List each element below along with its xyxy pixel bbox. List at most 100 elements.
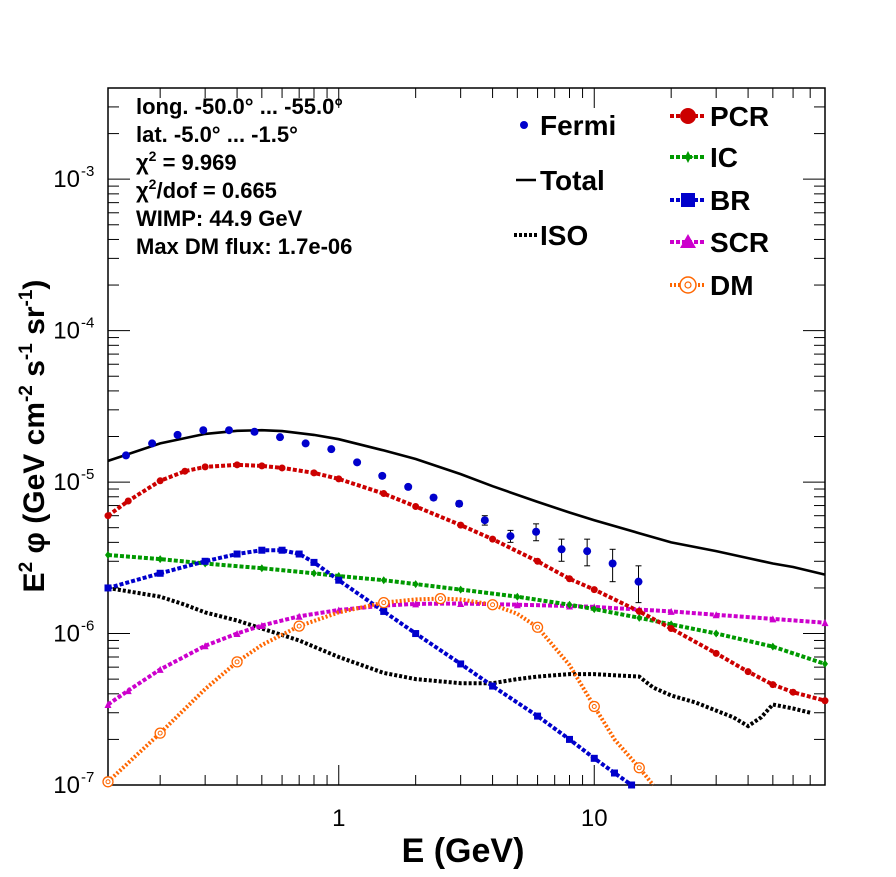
br-point [201,557,209,565]
pcr-point [124,497,132,505]
dm-point [231,656,243,668]
fermi-point [404,482,413,491]
scr-point [156,665,164,673]
dm-point [293,620,305,632]
scr-point [201,642,209,650]
info-chi2-dof: χ2/dof = 0.665 [136,176,277,203]
scr-point [124,687,132,695]
pcr-point [181,467,189,475]
y-tick-label-exponent: -7 [81,769,94,786]
y-tick-label: 10 [53,318,80,345]
fermi-point [532,527,541,536]
ic-point [636,613,643,622]
fermi-point [301,439,310,448]
br-point [628,781,636,789]
axis-ticks [108,87,826,786]
pcr-point [635,607,643,615]
legend-scr-label: SCR [710,227,769,258]
ic-point [822,659,828,668]
pcr-point [310,469,318,477]
br-point [610,769,618,777]
pcr-point [712,649,720,657]
legend-pcr-label: PCR [710,101,769,132]
dm-point-inner [437,596,443,602]
pcr-point [534,557,542,565]
pcr-point [789,688,797,696]
info-max-dm-flux: Max DM flux: 1.7e-06 [136,234,352,259]
pcr-point [565,575,573,583]
pcr-point [412,502,420,510]
info-longitude: long. -50.0° ... -55.0° [136,94,343,119]
ic-point [713,629,720,638]
fermi-point [583,547,592,556]
ic-point [457,585,464,594]
fermi-point [148,439,157,448]
ic-point [258,564,265,573]
ic-line [107,553,826,666]
pcr-point [156,477,164,485]
scr-point [258,622,266,630]
info-wimp: WIMP: 44.9 GeV [136,206,303,231]
legend-fermi-label: Fermi [540,110,616,141]
y-tick-label-exponent: -3 [81,163,94,180]
legend-pcr-marker [680,108,696,124]
fermi-point [480,516,489,525]
scr-point [769,615,777,623]
y-tick-label: 10 [53,621,80,648]
dm-point [434,592,447,605]
x-axis-label: E (GeV) [402,832,525,870]
br-point [156,569,164,577]
legend-ic-label: IC [710,142,738,173]
pcr-line [106,462,826,703]
br-point [380,607,388,615]
dm-point [531,621,544,633]
pcr-point [667,624,675,632]
br-point [489,682,497,690]
fermi-point [557,545,566,554]
ic-point [514,592,521,601]
dm-point-inner [591,703,597,709]
ic-point [157,555,164,564]
legend-right: PCR IC BR SCR DM [670,101,769,301]
legend-fermi-marker [520,121,528,129]
dm-point-inner [234,659,240,665]
ic-point [380,576,387,585]
pcr-point [489,535,497,543]
ic-point [310,569,317,578]
y-tick-label: 10 [53,772,80,799]
pcr-point [278,464,286,472]
scr-point [513,601,521,609]
y-tick-label-exponent: -6 [81,618,94,635]
y-tick-label: 10 [53,469,80,496]
br-point [295,550,303,558]
dm-point-inner [296,623,302,629]
pcr-point [744,668,752,676]
legend-dm-label: DM [710,270,754,301]
dm-point-inner [636,765,642,771]
scr-point [821,619,829,627]
fermi-point [276,433,285,442]
fermi-point [225,426,234,435]
br-point [412,630,420,638]
dm-point-inner [535,624,541,630]
pcr-point [258,462,266,470]
br-point [565,735,573,743]
scr-point [412,600,420,608]
ic-point [412,580,419,589]
legend-total-label: Total [540,165,605,196]
pcr-point [457,521,465,529]
scr-point [667,607,675,615]
br-point [335,576,343,584]
y-tick-label-exponent: -4 [81,315,94,332]
pcr-point [233,461,241,469]
br-point [534,712,542,720]
legend-iso-label: ISO [540,220,588,251]
legend-br-marker [681,193,695,207]
y-tick-label-exponent: -5 [81,466,94,483]
pcr-point [201,463,209,471]
fermi-point [634,577,643,586]
fermi-point [199,426,208,435]
legend-dm-marker-inner [684,281,692,289]
